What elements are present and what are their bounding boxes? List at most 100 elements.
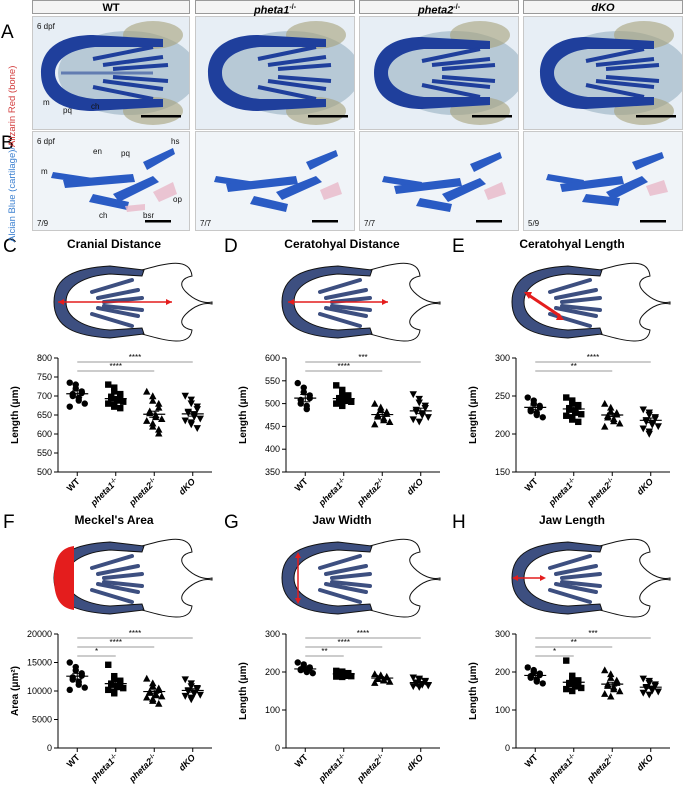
data-point [533, 678, 540, 685]
x-tick-label: pheta2-/- [354, 476, 386, 508]
data-point [613, 410, 621, 418]
panel-letter-g: G [224, 512, 239, 533]
significance-label: **** [110, 638, 122, 647]
x-tick-label-superscript: -/- [338, 477, 346, 485]
data-point [654, 423, 662, 431]
data-point [181, 692, 189, 700]
x-tick-label-text: pheta2 [354, 480, 382, 508]
measurement-line [529, 294, 561, 318]
significance-label: **** [587, 353, 599, 362]
data-point [152, 691, 160, 699]
data-point [610, 417, 618, 425]
data-point [187, 696, 195, 704]
gill-arch [554, 582, 598, 594]
significance-label: **** [110, 362, 122, 371]
data-point [333, 382, 340, 389]
data-point [105, 381, 112, 388]
data-point [578, 684, 585, 692]
measurement-arrowhead [58, 299, 64, 305]
data-point [181, 417, 189, 425]
micrograph-b-pheta2: 7/7 [359, 131, 519, 231]
anatomy-label-bsr: bsr [143, 211, 154, 220]
x-tick-label-superscript: -/- [376, 477, 384, 485]
data-point [563, 412, 570, 419]
x-tick-label-superscript: -/- [606, 753, 614, 761]
specimen-count: 5/9 [528, 219, 540, 228]
significance-label: **** [338, 638, 350, 647]
panel-letter-b: B [1, 133, 14, 154]
panel-letter-h: H [452, 512, 466, 533]
panel-letter-e: E [452, 236, 465, 257]
significance-label: * [553, 647, 556, 656]
data-point [66, 403, 73, 410]
data-point [105, 661, 112, 668]
data-point [607, 407, 615, 415]
y-axis-label: Length (μm) [238, 386, 249, 444]
measurement-arrowhead [166, 299, 172, 305]
data-point [303, 405, 310, 413]
data-point [333, 667, 340, 675]
head-outline [141, 262, 213, 342]
data-point [601, 399, 609, 407]
y-axis-label: Area (μm²) [10, 666, 21, 716]
data-point [105, 400, 112, 407]
gill-arch [318, 588, 362, 604]
measurement-diagram [281, 262, 441, 342]
x-tick-label: pheta2-/- [354, 752, 386, 784]
y-tick-label: 500 [37, 467, 52, 477]
gill-arch [330, 304, 372, 312]
significance-label: ** [321, 647, 327, 656]
y-tick-label: 300 [495, 629, 510, 639]
data-point [371, 399, 379, 407]
x-tick-label-superscript: -/- [110, 477, 118, 485]
y-tick-label: 15000 [27, 658, 52, 668]
chart-title: Jaw Length [539, 513, 605, 527]
micrograph-b-wt: 6 dpf m en pq hs op ch bsr 7/9 [32, 131, 190, 231]
x-tick-label: WT [523, 752, 540, 769]
data-point [105, 686, 112, 694]
jaw-cartilage-shape [281, 541, 373, 615]
x-tick-label: dKO [635, 476, 656, 497]
y-tick-label: 5000 [32, 715, 52, 725]
data-point [607, 674, 615, 681]
data-point [524, 664, 531, 671]
x-tick-label: WT [523, 476, 540, 493]
x-tick-label: dKO [635, 752, 656, 773]
y-tick-label: 250 [495, 391, 510, 401]
x-tick-label-superscript: -/- [568, 477, 576, 485]
gill-arch [324, 564, 368, 576]
data-point [181, 676, 189, 684]
x-tick-label: WT [65, 476, 82, 493]
gill-arch [548, 554, 592, 570]
data-point [371, 670, 379, 678]
gill-arch [548, 312, 592, 328]
data-point [610, 685, 618, 693]
data-point [639, 406, 647, 414]
data-point [578, 411, 585, 418]
x-tick-label-text: pheta2 [584, 756, 612, 784]
data-point [120, 684, 127, 692]
data-point [409, 674, 417, 682]
data-point [149, 392, 157, 400]
data-point [648, 421, 656, 429]
x-tick-label-text: pheta1 [316, 480, 344, 508]
gill-arch [554, 288, 598, 300]
gill-arch [96, 288, 140, 300]
x-tick-label-text: pheta2 [354, 756, 382, 784]
x-tick-label: WT [293, 476, 310, 493]
data-point [569, 687, 576, 695]
y-tick-label: 200 [265, 667, 280, 677]
x-tick-label-superscript: -/- [606, 477, 614, 485]
y-tick-label: 0 [275, 743, 280, 753]
micrograph-a-wt: 6 dpf m pq ch [32, 16, 190, 130]
measurement-arrowhead [295, 552, 301, 558]
gill-arch [96, 306, 140, 318]
data-point [333, 400, 340, 407]
data-point [155, 403, 163, 411]
data-point [72, 667, 79, 674]
data-point [572, 409, 579, 416]
data-point [645, 411, 653, 419]
gill-arch [554, 564, 598, 576]
micrograph-b-pheta1: 7/7 [195, 131, 355, 231]
